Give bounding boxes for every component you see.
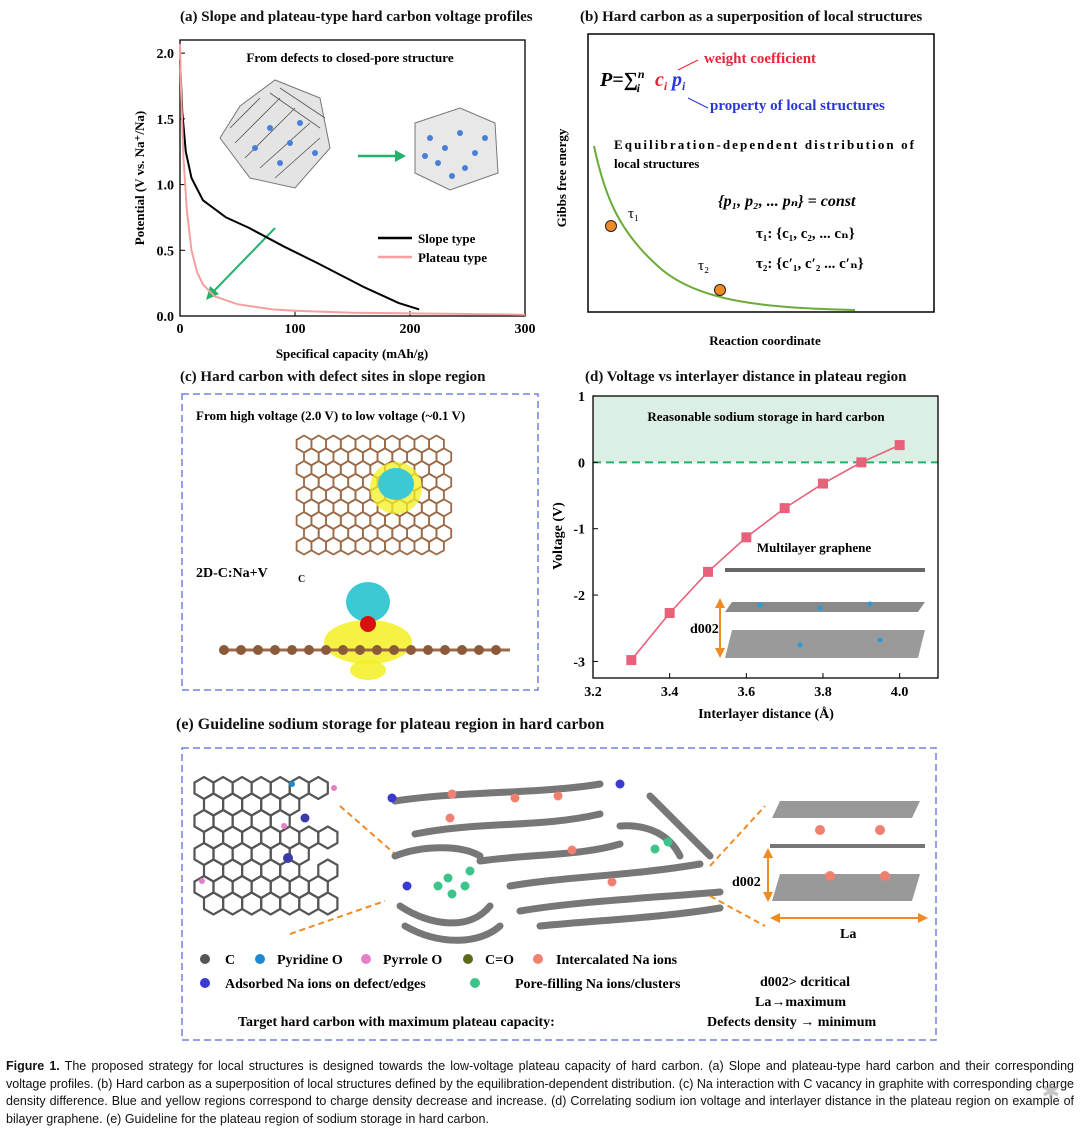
- panel-e-la: La: [840, 927, 856, 942]
- panel-a-xlabel: Specifical capacity (mAh/g): [276, 346, 428, 361]
- a-y-tick-label: 0.0: [157, 310, 175, 325]
- d-data-point: [856, 457, 867, 468]
- tau2-label: τ₂: [698, 258, 709, 274]
- legend-plateau-type: Plateau type: [418, 250, 487, 265]
- watermark: ✱: [1041, 1080, 1060, 1105]
- tau2-set: τ₂: {c′₁, c′₂ ... c′ₙ}: [756, 256, 864, 272]
- d-data-point: [626, 655, 637, 666]
- closed-pore-schematic: [219, 79, 499, 191]
- panel-a-ylabel: Potential (V vs. Na⁺/Na): [132, 111, 147, 245]
- a-x-tick-label: 100: [285, 322, 306, 337]
- a-x-tick-label: 200: [400, 322, 421, 337]
- svg-text:C: C: [298, 574, 305, 585]
- panel-c-label: 2D-C:Na+V: [196, 566, 268, 581]
- a-y-tick-label: 2.0: [157, 47, 175, 62]
- figure-caption: Figure 1. The proposed strategy for loca…: [6, 1058, 1074, 1128]
- panel-b-title: (b) Hard carbon as a superposition of lo…: [580, 9, 923, 25]
- a-x-tick-label: 0: [177, 322, 184, 337]
- panel-d-inset-label: Multilayer graphene: [757, 540, 871, 555]
- d-y-tick-label: 0: [578, 456, 585, 471]
- set-const: {p₁, p₂, ... pₙ} = const: [718, 193, 856, 210]
- multilayer-graphene-inset: d002: [690, 568, 925, 658]
- panel-d-region-label: Reasonable sodium storage in hard carbon: [647, 409, 885, 424]
- a-y-tick-label: 1.5: [157, 113, 175, 128]
- d-x-tick-label: 4.0: [891, 685, 909, 700]
- a-x-tick-label: 300: [515, 322, 536, 337]
- panel-d-ylabel: Voltage (V): [551, 502, 566, 570]
- tau1-label: τ₁: [628, 206, 639, 222]
- panel-d-xlabel: Interlayer distance (Å): [698, 706, 834, 722]
- equilibration-text-2: local structures: [614, 156, 699, 171]
- d-y-tick-label: -3: [573, 655, 585, 670]
- d-x-tick-label: 3.8: [814, 685, 832, 700]
- panel-e-d002: d002: [732, 875, 761, 890]
- panel-b-xlabel: Reaction coordinate: [709, 333, 821, 348]
- legend-pyridine-o: Pyridine O: [277, 953, 343, 968]
- tau1-set: τ₁: {c₁, c₂, ... cₙ}: [756, 226, 855, 242]
- d-data-point: [894, 440, 905, 451]
- svg-text:P=∑ni: P=∑n i: [599, 67, 645, 95]
- legend-slope-type: Slope type: [418, 231, 476, 246]
- d-data-point: [779, 503, 790, 514]
- panel-d-chart: Reasonable sodium storage in hard carbon…: [551, 390, 939, 722]
- a-y-tick-label: 0.5: [157, 244, 175, 259]
- panel-e-cond1: d002> dcritical: [760, 975, 850, 990]
- legend-pyrrole-o: Pyrrole O: [383, 953, 442, 968]
- panel-a-title: (a) Slope and plateau-type hard carbon v…: [180, 9, 533, 25]
- panel-c-subtitle: From high voltage (2.0 V) to low voltage…: [196, 408, 465, 423]
- panel-d-d002: d002: [690, 622, 719, 637]
- d-data-point: [818, 478, 828, 489]
- panel-c-figure: From high voltage (2.0 V) to low voltage…: [181, 393, 539, 691]
- plateau-type-line: [179, 43, 526, 316]
- na-vacancy-side-view: [219, 582, 510, 680]
- property-label: property of local structures: [710, 98, 885, 114]
- caption-text: The proposed strategy for local structur…: [6, 1059, 1074, 1126]
- panel-e-target-label: Target hard carbon with maximum plateau …: [238, 1015, 555, 1030]
- defective-graphene: [193, 775, 339, 916]
- legend-pore-filling-na: Pore-filling Na ions/clusters: [515, 977, 681, 992]
- caption-label: Figure 1.: [6, 1059, 60, 1073]
- d-x-tick-label: 3.4: [661, 685, 679, 700]
- d-data-point: [703, 566, 713, 577]
- d-y-tick-label: -1: [573, 523, 585, 538]
- legend-c-o: C=O: [485, 953, 514, 968]
- d-y-tick-label: 1: [578, 390, 585, 405]
- panel-c-title: (c) Hard carbon with defect sites in slo…: [180, 369, 486, 385]
- slope-type-line: [179, 59, 420, 311]
- panel-e-cond3: Defects density → minimum: [707, 1015, 876, 1030]
- legend-intercalated-na: Intercalated Na ions: [556, 953, 678, 968]
- hard-carbon-structure: [391, 780, 724, 944]
- panel-e-cond2: La→maximum: [755, 995, 846, 1010]
- legend-adsorbed-na: Adsorbed Na ions on defect/edges: [225, 977, 426, 992]
- panel-a-inset-title: From defects to closed-pore structure: [246, 50, 453, 65]
- a-y-tick-label: 1.0: [157, 179, 175, 194]
- d-data-point: [664, 607, 675, 618]
- d-y-tick-label: -2: [573, 589, 585, 604]
- panel-a-chart: From defects to closed-pore structure 0 1…: [132, 39, 536, 361]
- layered-graphene-right: d002 La: [732, 801, 928, 942]
- legend-c: C: [225, 953, 235, 968]
- d-x-tick-label: 3.6: [738, 685, 756, 700]
- voltage-line: [630, 444, 901, 661]
- panel-e-figure: d002 La C Pyridine O Pyrrole O C=O Inter…: [181, 747, 937, 1041]
- weight-coefficient-label: weight coefficient: [704, 51, 816, 67]
- panel-d-title: (d) Voltage vs interlayer distance in pl…: [585, 369, 907, 385]
- panel-e-title: (e) Guideline sodium storage for plateau…: [176, 716, 605, 733]
- panel-b-ylabel: Gibbs free energy: [554, 128, 569, 227]
- d-x-tick-label: 3.2: [584, 685, 602, 700]
- panel-b-diagram: P=∑n i ci pi weight coefficient property …: [554, 33, 935, 348]
- d-data-point: [741, 532, 752, 543]
